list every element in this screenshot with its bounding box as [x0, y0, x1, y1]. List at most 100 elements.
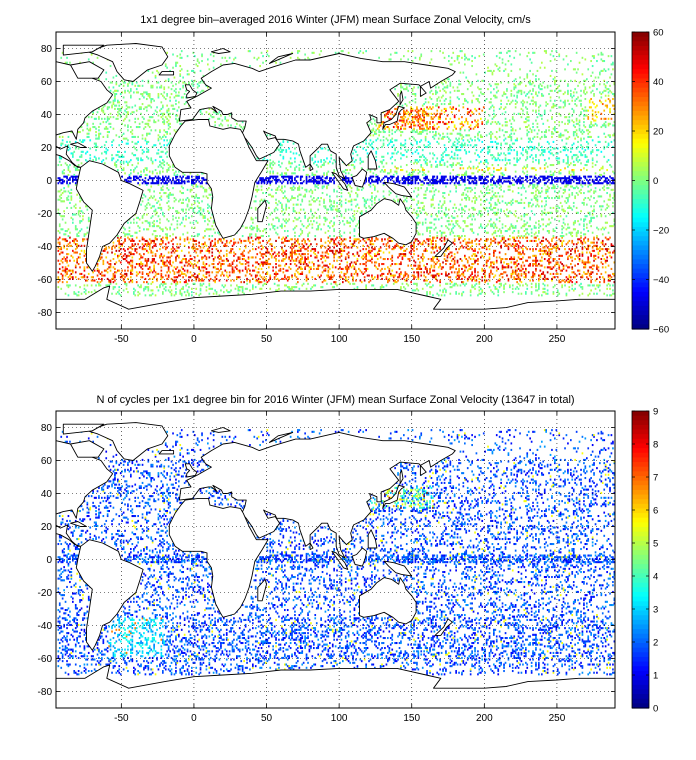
data-bin: [337, 185, 340, 188]
data-bin: [154, 253, 157, 256]
data-bin: [247, 267, 250, 270]
data-bin: [270, 188, 273, 191]
data-bin: [453, 216, 456, 219]
data-bin: [236, 264, 238, 267]
data-bin: [510, 200, 513, 203]
data-bin: [237, 256, 240, 259]
data-bin: [562, 267, 565, 270]
data-bin: [443, 253, 446, 256]
data-bin: [475, 276, 478, 279]
data-bin: [391, 259, 394, 262]
data-bin: [284, 190, 286, 193]
data-bin: [138, 218, 141, 221]
data-bin: [352, 244, 354, 247]
data-bin: [292, 185, 295, 188]
data-bin: [591, 249, 594, 252]
data-bin: [556, 192, 559, 195]
data-bin: [527, 201, 530, 204]
data-bin: [382, 183, 385, 186]
data-bin: [153, 195, 155, 198]
data-bin: [349, 231, 351, 234]
data-bin: [249, 235, 251, 238]
data-bin: [307, 258, 309, 261]
data-bin: [433, 266, 436, 269]
data-bin: [542, 246, 545, 249]
data-bin: [497, 192, 500, 195]
data-bin: [288, 276, 290, 279]
data-bin: [480, 287, 482, 290]
data-bin: [426, 263, 428, 266]
data-bin: [273, 251, 276, 254]
data-bin: [450, 230, 453, 233]
data-bin: [154, 208, 157, 211]
data-bin: [307, 225, 309, 228]
data-bin: [520, 269, 523, 272]
data-bin: [260, 178, 263, 181]
data-bin: [294, 251, 296, 254]
data-bin: [263, 261, 266, 264]
data-bin: [424, 282, 427, 285]
data-bin: [498, 277, 501, 280]
data-bin: [443, 231, 446, 234]
data-bin: [530, 210, 533, 213]
data-bin: [211, 271, 214, 274]
data-bin: [429, 231, 431, 234]
data-bin: [401, 277, 404, 280]
data-bin: [262, 178, 264, 181]
data-bin: [414, 276, 417, 279]
data-bin: [568, 279, 571, 282]
data-bin: [352, 282, 354, 285]
data-bin: [597, 195, 600, 198]
data-bin: [315, 216, 318, 219]
data-bin: [346, 220, 349, 223]
data-bin: [191, 263, 193, 266]
data-bin: [138, 263, 141, 266]
data-bin: [591, 180, 594, 183]
data-bin: [151, 197, 154, 200]
data-bin: [355, 205, 357, 208]
data-bin: [299, 203, 302, 206]
data-bin: [266, 248, 269, 251]
data-bin: [143, 253, 145, 256]
data-bin: [340, 259, 343, 262]
data-bin: [432, 256, 434, 259]
data-bin: [610, 188, 613, 191]
data-bin: [359, 211, 362, 214]
data-bin: [182, 258, 184, 261]
data-bin: [183, 180, 186, 183]
data-bin: [63, 180, 65, 183]
data-bin: [522, 267, 524, 270]
data-bin: [273, 276, 276, 279]
data-bin: [613, 251, 615, 254]
data-bin: [601, 182, 604, 185]
data-bin: [381, 277, 383, 280]
data-bin: [101, 279, 103, 282]
data-bin: [333, 200, 335, 203]
data-bin: [211, 239, 214, 242]
data-bin: [141, 264, 144, 267]
data-bin: [482, 180, 485, 183]
data-bin: [446, 220, 449, 223]
data-bin: [609, 254, 611, 257]
data-bin: [398, 263, 401, 266]
data-bin: [160, 272, 163, 275]
data-bin: [555, 226, 558, 229]
data-bin: [324, 206, 327, 209]
data-bin: [291, 187, 293, 190]
data-bin: [163, 263, 166, 266]
data-bin: [138, 271, 141, 274]
data-bin: [503, 271, 505, 274]
data-bin: [381, 239, 383, 242]
data-bin: [70, 244, 73, 247]
data-bin: [574, 187, 576, 190]
data-bin: [525, 228, 527, 231]
data-bin: [141, 216, 144, 219]
data-bin: [135, 231, 138, 234]
data-bin: [282, 208, 285, 211]
data-bin: [347, 281, 350, 284]
data-bin: [538, 220, 540, 223]
data-bin: [146, 281, 148, 284]
data-bin: [212, 244, 215, 247]
data-bin: [58, 180, 61, 183]
data-bin: [506, 215, 508, 218]
